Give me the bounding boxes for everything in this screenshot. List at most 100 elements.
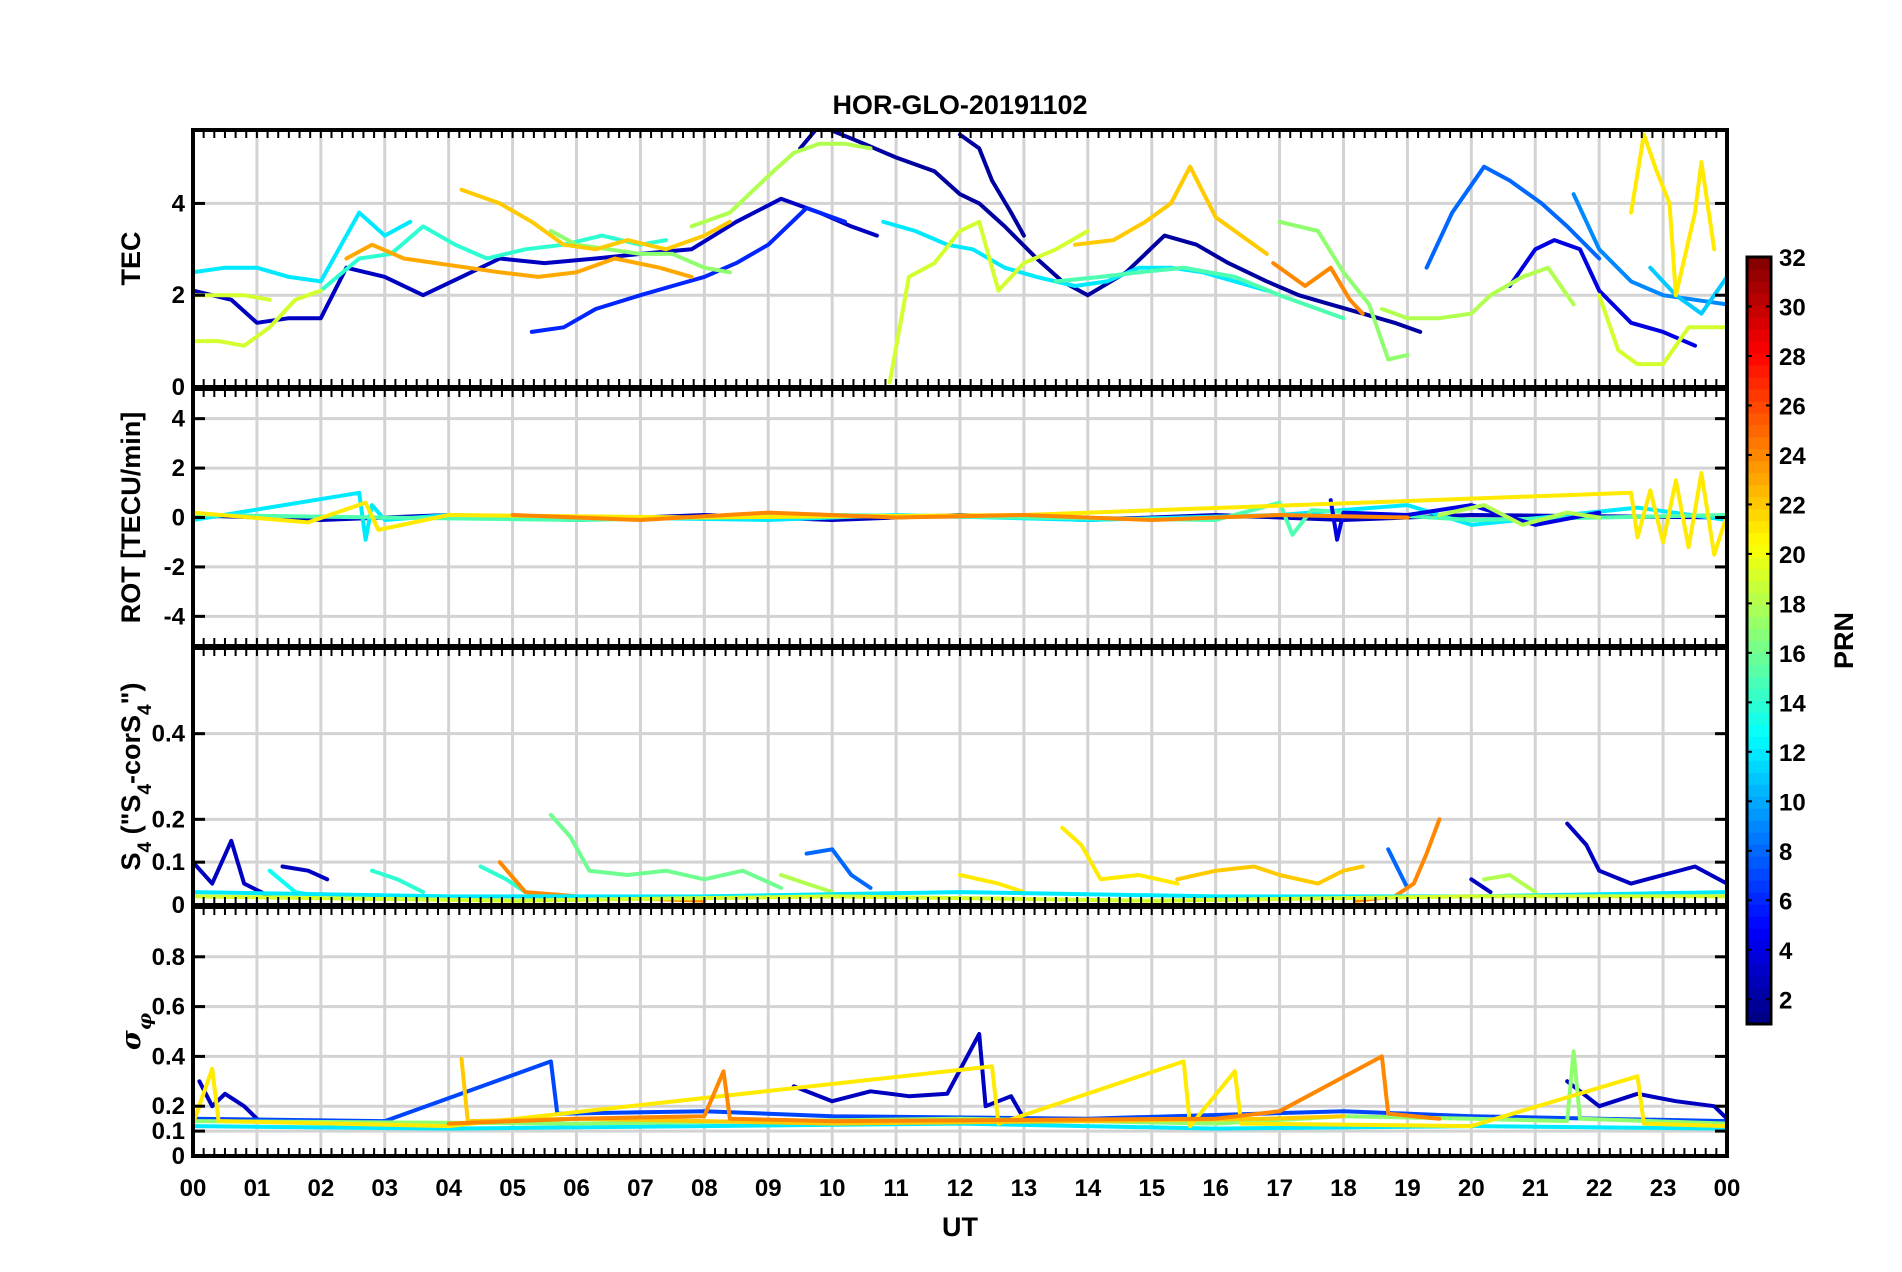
x-tick-label: 15: [1138, 1175, 1165, 1202]
series-line-prn-22: [1073, 164, 1269, 256]
colorbar-segment: [1747, 508, 1771, 522]
y-tick-label: 0.2: [152, 1093, 185, 1120]
series-line-prn-3: [1469, 877, 1493, 895]
colorbar-segment: [1747, 292, 1771, 306]
x-tick-label: 10: [819, 1175, 846, 1202]
colorbar-segment: [1747, 664, 1771, 678]
colorbar-segment: [1747, 472, 1771, 486]
series-group: [193, 130, 1727, 385]
y-tick-label: 2: [172, 455, 185, 482]
x-tick-label: 09: [755, 1175, 782, 1202]
colorbar-segment: [1747, 808, 1771, 821]
colorbar-tick-label: 6: [1779, 888, 1792, 915]
colorbar-tick-label: 4: [1779, 938, 1793, 965]
series-line-prn-18: [1482, 873, 1538, 895]
series-group: [193, 1032, 1727, 1131]
series-line-prn-19: [193, 293, 272, 302]
x-tick-label: 12: [947, 1175, 974, 1202]
series-line-prn-14: [318, 224, 668, 293]
series-line-prn-15: [1053, 265, 1346, 321]
series-group: [193, 471, 1727, 557]
panel-s4: 0 0.1 0.2 0.4S4 ("S4-corS4"): [116, 646, 1729, 919]
colorbar-tick-label: 24: [1779, 443, 1806, 470]
colorbar-segment: [1747, 880, 1771, 893]
series-line-prn-18: [689, 141, 873, 229]
y-tick-label: 0: [172, 892, 185, 919]
panel-tec: 0 2 4 TEC: [116, 128, 1729, 401]
colorbar-segment: [1747, 436, 1771, 450]
x-tick-label: 03: [371, 1175, 398, 1202]
colorbar-segment: [1747, 340, 1771, 354]
colorbar-segment: [1747, 748, 1771, 761]
colorbar-segment: [1747, 448, 1771, 462]
series-line-prn-2: [798, 130, 1423, 334]
colorbar-segment: [1747, 952, 1771, 965]
colorbar-tick-label: 28: [1779, 344, 1806, 371]
y-tick-label: 0.6: [152, 994, 185, 1021]
colorbar-tick-label: 18: [1779, 591, 1806, 618]
colorbar-tick-label: 32: [1779, 245, 1806, 272]
colorbar-segment: [1747, 257, 1771, 270]
x-tick-label: 00: [1714, 1175, 1741, 1202]
colorbar-segment: [1747, 1012, 1771, 1025]
colorbar-tick-label: 2: [1779, 987, 1792, 1014]
colorbar-segment: [1747, 688, 1771, 702]
series-line-prn-3: [280, 864, 330, 882]
colorbar-segment: [1747, 544, 1771, 558]
colorbar-tick-label: 14: [1779, 690, 1806, 717]
series-line-prn-3: [193, 196, 879, 325]
y-tick-label: -2: [164, 554, 185, 581]
series-line-prn-14: [478, 864, 528, 895]
series-line-prn-24: [1271, 261, 1365, 316]
colorbar-segment: [1747, 868, 1771, 881]
colorbar-segment: [1747, 568, 1771, 582]
colorbar-label: PRN: [1829, 612, 1859, 669]
series-line-prn-21: [193, 1059, 1727, 1129]
series-line-prn-23: [344, 242, 694, 279]
colorbar-segment: [1747, 724, 1771, 737]
colorbar-tick-label: 30: [1779, 294, 1806, 321]
colorbar-segment: [1747, 844, 1771, 857]
panel-sigma_phi: 00.10.2 0.4 0.6 0.8 σφ: [116, 905, 1729, 1170]
colorbar-segment: [1747, 772, 1771, 785]
colorbar-segment: [1747, 364, 1771, 378]
y-axis-label-sigma_phi: σφ: [116, 1013, 156, 1050]
colorbar-segment: [1747, 532, 1771, 546]
colorbar-frame: [1745, 255, 1773, 1026]
x-tick-label: 11: [883, 1175, 908, 1202]
y-tick-label: 0: [172, 374, 185, 401]
colorbar-segment: [1747, 328, 1771, 342]
colorbar-segment: [1747, 676, 1771, 690]
x-tick-label: 21: [1522, 1175, 1549, 1202]
colorbar-segment: [1747, 940, 1771, 953]
x-tick-label: 14: [1074, 1175, 1101, 1202]
series-line-prn-7: [193, 1059, 1727, 1124]
x-tick-label: 13: [1011, 1175, 1038, 1202]
colorbar-segment: [1747, 712, 1771, 725]
y-axis-label-s4: S4 ("S4-corS4"): [116, 683, 156, 871]
x-tick-label: 05: [499, 1175, 526, 1202]
colorbar-segment: [1747, 892, 1771, 905]
series-line-prn-21: [958, 873, 1026, 895]
y-tick-label: 0.4: [152, 721, 186, 748]
series-line-prn-18: [779, 873, 835, 895]
colorbar-segment: [1747, 784, 1771, 797]
colorbar-segment: [1747, 592, 1771, 606]
colorbar-segment: [1747, 376, 1771, 390]
colorbar-segment: [1747, 460, 1771, 474]
y-tick-label: 4: [172, 406, 186, 433]
x-tick-label: 16: [1202, 1175, 1229, 1202]
x-tick-label: 22: [1586, 1175, 1613, 1202]
y-tick-label: 0.1: [152, 849, 185, 876]
y-tick-label: 0.2: [152, 806, 185, 833]
x-tick-label: 02: [307, 1175, 334, 1202]
colorbar-segment: [1747, 760, 1771, 773]
x-tick-label: 08: [691, 1175, 718, 1202]
colorbar-segment: [1747, 604, 1771, 618]
colorbar-segment: [1747, 988, 1771, 1001]
colorbar-segment: [1747, 268, 1771, 282]
y-tick-label: 0: [172, 1143, 185, 1170]
colorbar-tick-label: 20: [1779, 542, 1806, 569]
colorbar-tick-label: 26: [1779, 393, 1806, 420]
